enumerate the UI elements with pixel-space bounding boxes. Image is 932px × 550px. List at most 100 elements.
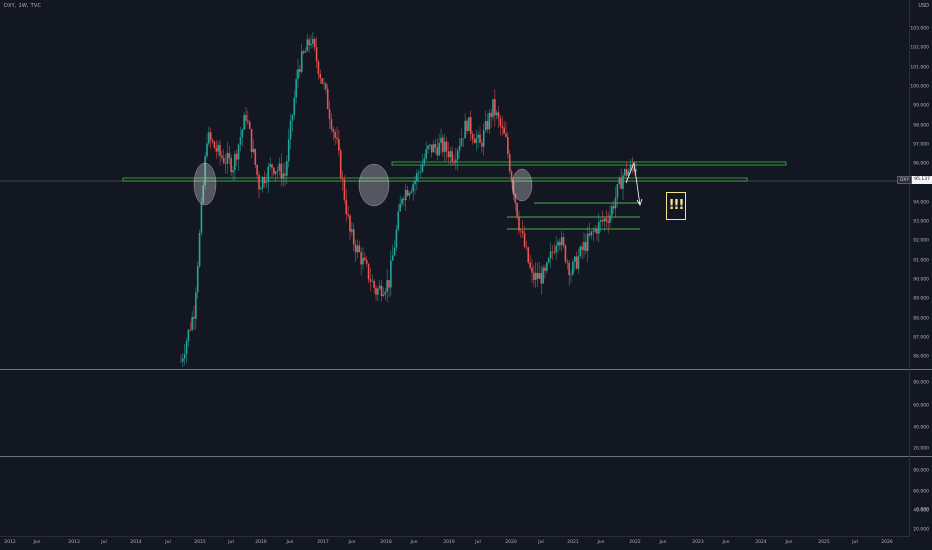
candle-body	[445, 141, 448, 152]
candle-body	[347, 214, 349, 216]
candle-body	[360, 252, 362, 265]
price-tick: 96.000	[913, 161, 929, 167]
candle-body	[577, 256, 580, 269]
candle-body	[232, 170, 234, 173]
candle-body	[429, 144, 431, 146]
candle-body	[330, 119, 333, 130]
price-tick: 60.000	[913, 489, 929, 495]
time-tick: 2025	[818, 540, 830, 545]
candle-body	[507, 136, 509, 155]
pane-separator[interactable]	[0, 456, 932, 457]
candle-body	[603, 218, 606, 222]
candle-body	[481, 142, 483, 147]
candle-body	[514, 194, 517, 203]
candle-body	[523, 233, 526, 247]
candle-body	[221, 155, 223, 158]
candle-body	[239, 137, 242, 145]
time-tick: Jun	[659, 540, 667, 545]
candle-body	[601, 220, 604, 222]
candle-body	[274, 171, 277, 174]
candle-body	[302, 51, 305, 53]
candle-body	[321, 78, 323, 84]
candle-body	[599, 220, 602, 222]
candle-body	[325, 83, 327, 89]
price-axis[interactable]: 103.000 102.000 101.000 100.000 99.000 98.000…	[909, 0, 932, 537]
symbol-label[interactable]: DXY, 1W, TVC	[4, 3, 42, 9]
candle-body	[339, 150, 342, 179]
candle-body	[594, 228, 596, 232]
candle-body	[562, 237, 565, 246]
price-tick: 90.000	[913, 277, 929, 283]
candle-body	[267, 166, 270, 183]
support-zone	[122, 177, 748, 182]
candle-body	[598, 221, 600, 234]
candle-body	[499, 118, 502, 126]
candle-body	[629, 164, 632, 172]
time-axis[interactable]: 2012 Jun 2013 Jul 2014 Jul 2015 Jul 2016 Jun 2017 J…	[0, 536, 910, 550]
candle-body	[423, 158, 426, 164]
candle-body	[365, 260, 368, 264]
candle-body	[527, 247, 530, 263]
candle-body	[378, 285, 381, 289]
pane-separator[interactable]	[0, 369, 932, 370]
candle-body	[546, 262, 548, 271]
candle-body	[579, 246, 582, 257]
candle-body	[434, 144, 437, 148]
candle-body	[276, 170, 279, 172]
candle-body	[497, 112, 500, 119]
candle-body	[442, 137, 444, 152]
time-tick: Jun	[33, 540, 41, 545]
candle-body	[258, 174, 260, 190]
candle-body	[386, 280, 388, 292]
candle-body	[295, 79, 297, 98]
price-tick: 93.000	[913, 219, 929, 225]
candle-body	[299, 69, 301, 72]
candle-body	[286, 161, 288, 176]
candle-body	[252, 148, 255, 153]
candle-body	[206, 143, 208, 157]
candle-body	[469, 117, 472, 134]
candle-body	[436, 147, 439, 156]
candle-body	[414, 181, 416, 185]
candle-body	[358, 245, 361, 253]
candle-body	[430, 144, 433, 153]
time-tick: 2020	[505, 540, 517, 545]
candle-body	[590, 231, 593, 236]
currency-label[interactable]: USD	[918, 3, 929, 9]
time-tick: Jun	[722, 540, 730, 545]
price-chart[interactable]	[0, 0, 910, 537]
candle-body	[559, 241, 561, 246]
candle-body	[492, 99, 494, 117]
candle-body	[505, 133, 507, 137]
candle-body	[503, 127, 505, 134]
candle-body	[460, 138, 463, 146]
price-tick: 20.000	[913, 446, 929, 452]
price-tick: 60.000	[913, 403, 929, 409]
candle-body	[202, 185, 205, 203]
candle-body	[195, 292, 197, 319]
candle-body	[453, 161, 455, 163]
candle-body	[217, 144, 219, 152]
price-tick: 100.000	[910, 84, 929, 90]
candle-body	[631, 164, 634, 168]
candle-body	[317, 61, 320, 75]
candle-body	[620, 177, 622, 189]
candle-body	[555, 245, 557, 253]
candle-body	[525, 246, 528, 248]
candle-body	[306, 39, 309, 52]
candle-body	[269, 164, 271, 167]
candle-body	[568, 262, 570, 276]
candle-body	[419, 171, 422, 173]
candle-body	[395, 229, 398, 248]
candle-body	[412, 184, 414, 192]
candle-body	[187, 329, 190, 342]
candle-body	[438, 142, 440, 156]
candle-body	[421, 163, 424, 172]
candle-body	[605, 218, 608, 222]
candle-body	[462, 138, 465, 139]
candle-body	[300, 51, 303, 72]
candle-body	[625, 169, 628, 176]
badge-symbol: DXY	[896, 176, 913, 184]
candle-body	[367, 263, 370, 280]
candle-body	[596, 228, 598, 234]
